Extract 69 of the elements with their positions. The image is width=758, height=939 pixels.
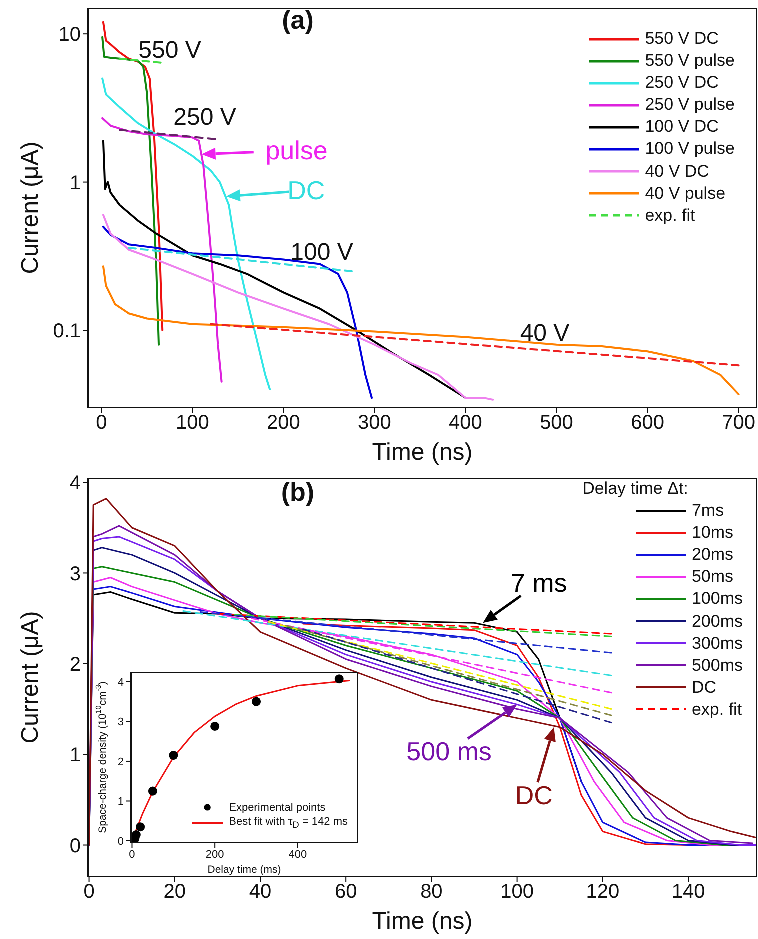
x-tick-label: 700	[722, 412, 756, 434]
legend-label: 500ms	[692, 654, 743, 677]
y-tick-label: 0.1	[53, 320, 81, 343]
x-tick-label: 120	[586, 881, 620, 904]
y-axis-title: Current (μA)	[16, 142, 44, 274]
y-tick-label: 3	[118, 716, 124, 729]
annotation: (b)	[281, 477, 315, 507]
y-tick-label: 10	[58, 24, 81, 46]
x-tick-label: 300	[358, 412, 392, 434]
y-tick-label: 2	[70, 654, 81, 676]
x-tick-label: 40	[249, 881, 272, 904]
legend-label: Experimental points	[229, 800, 326, 815]
y-tick-label: 1	[118, 796, 124, 808]
legend-label: 550 V pulse	[645, 50, 735, 72]
x-axis-title: Delay time (ms)	[208, 864, 282, 876]
legend-label: Best fit with τ$_{D}$ = 142 ms	[229, 814, 348, 832]
legend-label: 550 V DC	[645, 28, 719, 50]
legend-label: 100 V DC	[645, 116, 719, 138]
annotation: 500 ms	[406, 736, 492, 767]
x-tick-label: 0	[84, 881, 95, 904]
annotation: DC	[288, 176, 326, 206]
legend-label: exp. fit	[645, 204, 696, 227]
x-tick-label: 200	[206, 848, 224, 861]
x-tick-label: 60	[334, 881, 358, 904]
annotation: DC	[515, 780, 553, 810]
y-tick-label: 3	[70, 563, 81, 586]
x-tick-label: 200	[267, 412, 300, 434]
legend-label: 100ms	[692, 588, 743, 610]
y-tick-label: 4	[70, 472, 81, 495]
annotation: 100 V	[290, 238, 354, 266]
annotation: 250 V	[174, 104, 236, 130]
legend-title: Delay time Δt:	[582, 478, 690, 500]
legend-label: 250 V pulse	[645, 94, 735, 116]
x-tick-label: 80	[420, 881, 443, 904]
x-tick-label: 0	[96, 412, 108, 434]
legend-label: 300ms	[692, 632, 743, 655]
x-tick-label: 500	[540, 412, 574, 434]
y-tick-label: 2	[118, 756, 124, 768]
y-tick-label: 0	[118, 836, 124, 848]
legend-label: 40 V DC	[645, 160, 710, 183]
annotation: (a)	[282, 5, 314, 35]
x-axis-title: Time (ns)	[372, 908, 473, 935]
y-tick-label: 1	[70, 172, 81, 194]
y-axis-title: Current (μA)	[16, 611, 44, 744]
legend-label: 50ms	[692, 566, 734, 588]
x-axis-title: Time (ns)	[372, 439, 473, 466]
y-tick-label: 4	[118, 676, 124, 689]
x-tick-label: 400	[288, 848, 308, 861]
legend-label: 250 V DC	[645, 72, 719, 94]
x-tick-label: 0	[129, 848, 136, 861]
annotation: 7 ms	[510, 568, 568, 598]
legend-label: 100 V pulse	[645, 138, 735, 160]
x-tick-label: 140	[672, 881, 706, 904]
x-tick-label: 20	[164, 881, 186, 904]
annotation: pulse	[266, 136, 328, 166]
legend-label: 40 V pulse	[645, 182, 726, 205]
x-tick-label: 100	[176, 412, 210, 434]
x-tick-label: 100	[500, 881, 534, 904]
y-tick-label: 1	[70, 744, 81, 767]
legend-label: 20ms	[692, 544, 734, 566]
legend-label: exp. fit	[692, 698, 742, 721]
legend-label: DC	[692, 676, 717, 699]
annotation: 40 V	[520, 320, 570, 346]
legend-label: 10ms	[692, 522, 734, 544]
x-tick-label: 600	[631, 412, 664, 434]
legend-label: 200ms	[692, 610, 743, 633]
legend-label: 7ms	[692, 500, 724, 522]
x-tick-label: 400	[449, 412, 482, 434]
annotation: 550 V	[138, 36, 202, 64]
